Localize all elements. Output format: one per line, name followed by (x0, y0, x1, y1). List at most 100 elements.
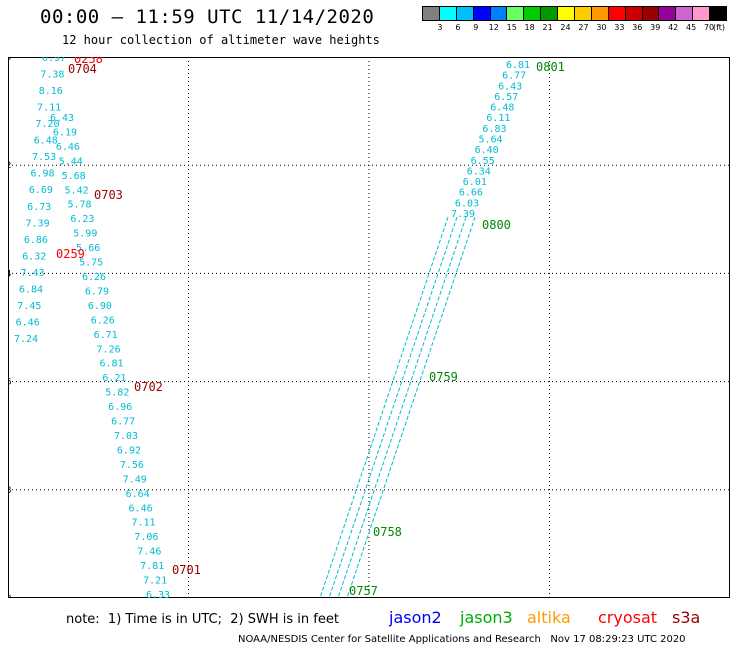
y-tick-label: 16 (8, 378, 12, 388)
legend-swatch (524, 7, 542, 20)
pass-time-label: 0704 (68, 62, 97, 76)
right-track-label: 6.03 (455, 198, 479, 209)
legend-swatch (575, 7, 592, 20)
right-track-label: 6.43 (498, 81, 522, 92)
left-track-label: 7.24 (14, 334, 38, 345)
legend-label: 12 (488, 23, 499, 32)
mid-track-label: 5.42 (65, 185, 89, 196)
mid-track-label: 5.82 (105, 388, 129, 399)
legend-label: 27 (578, 23, 589, 32)
legend-swatch (439, 7, 457, 20)
mid-track-label: 7.56 (120, 460, 144, 471)
color-legend: 3 6 9 12 15 18 21 24 27 30 33 36 39 42 45 70 (ft) (422, 6, 727, 35)
footer-timestamp: Nov 17 08:29:23 UTC 2020 (550, 634, 686, 645)
pass-time-label: 0703 (94, 188, 123, 202)
left-track-label: 7.20 (35, 119, 59, 130)
legend-swatch (591, 7, 609, 20)
note-text: note: 1) Time is in UTC; 2) SWH is in fe… (66, 612, 339, 627)
mid-track-label: 6.90 (88, 301, 112, 312)
pass-time-label: 0759 (429, 370, 458, 384)
page-title: 00:00 – 11:59 UTC 11/14/2020 (40, 6, 375, 28)
legend-swatch (507, 7, 525, 20)
legend-label: 39 (650, 23, 661, 32)
footer-source: NOAA/NESDIS Center for Satellite Applica… (238, 634, 541, 645)
dense-track-line (319, 216, 449, 598)
left-track-label: 6.69 (29, 185, 53, 196)
legend-swatch (490, 7, 508, 20)
map-frame (8, 57, 730, 598)
legend-label: 45 (686, 23, 697, 32)
legend-labels: 3 6 9 12 15 18 21 24 27 30 33 36 39 42 45 70 (ft) (422, 21, 727, 35)
right-track-label: 7.39 (451, 209, 475, 220)
mid-track-label: 6.64 (126, 489, 150, 500)
mid-track-label: 7.46 (137, 547, 161, 558)
right-track-label: 6.57 (494, 92, 518, 103)
satellite-tracks: 6.97 7.38 8.16 7.11 7.20 6.48 7.53 6.98 6.69 6.73… (14, 57, 565, 598)
legend-swatch (676, 7, 694, 20)
mid-track-label: 6.26 (91, 315, 115, 326)
mid-track-label: 7.26 (97, 344, 121, 355)
y-tick-label: 20 (8, 594, 12, 598)
left-track-label: 8.16 (39, 86, 63, 97)
legend-label: 33 (614, 23, 625, 32)
mid-track-label: 7.21 (143, 576, 167, 587)
pass-time-label: 0758 (373, 525, 402, 539)
mid-track-label: 6.79 (85, 286, 109, 297)
pass-time-label: 0259 (56, 247, 85, 261)
right-track-label: 6.48 (490, 103, 514, 114)
y-tick-label: 14 (8, 269, 12, 279)
satellite-altika: altika (527, 608, 571, 627)
wave-height-map: 6.97 7.38 8.16 7.11 7.20 6.48 7.53 6.98 6.69 6.73… (8, 57, 730, 598)
left-track-label: 6.73 (27, 202, 51, 213)
mid-track-label: 5.75 (79, 258, 103, 269)
dense-track-line (328, 216, 458, 598)
legend-swatch (608, 7, 626, 20)
y-tick-label: 12 (8, 161, 11, 171)
legend-swatch (558, 7, 576, 20)
left-track-label: 7.11 (37, 103, 61, 114)
legend-swatch (659, 7, 677, 20)
dense-track-line (346, 216, 476, 598)
mid-track-label: 6.23 (70, 214, 94, 225)
legend-label: 24 (560, 23, 571, 32)
legend-label: 3 (437, 23, 443, 32)
mid-track-label: 6.96 (108, 402, 132, 413)
left-track-label: 6.46 (16, 317, 40, 328)
right-track-label: 6.34 (467, 166, 491, 177)
left-track-label: 6.48 (34, 136, 58, 147)
legend-swatch (473, 7, 491, 20)
left-track-label: 6.84 (19, 284, 43, 295)
right-track-label: 5.64 (479, 135, 503, 146)
mid-track-label: 6.92 (117, 445, 141, 456)
satellite-s3a: s3a (672, 608, 701, 627)
legend-swatch (423, 7, 440, 20)
legend-swatch (710, 7, 727, 20)
pass-time-label: 0800 (482, 218, 511, 232)
map-axis-ticks: 101214161820-135-132-129-126-123-12 (8, 57, 12, 598)
mid-track-label: 6.33 (146, 590, 170, 598)
mid-track-label: 7.06 (134, 532, 158, 543)
mid-track-label: 6.43 (50, 113, 74, 124)
left-track-label: 7.39 (26, 218, 50, 229)
legend-label: 36 (632, 23, 643, 32)
left-track-label: 6.32 (22, 251, 46, 262)
left-track-label: 6.97 (42, 57, 66, 64)
satellite-jason2: jason2 (389, 608, 442, 627)
footer-text: NOAA/NESDIS Center for Satellite Applica… (238, 634, 686, 645)
mid-track-label: 5.99 (73, 229, 97, 240)
right-track-label: 6.83 (482, 124, 506, 135)
legend-label: 21 (542, 23, 553, 32)
mid-track-label: 6.19 (53, 127, 77, 138)
left-track-label: 7.45 (17, 301, 41, 312)
legend-swatch (625, 7, 643, 20)
left-track-label: 6.86 (24, 235, 48, 246)
satellite-cryosat: cryosat (598, 608, 658, 627)
right-track-label: 6.40 (475, 145, 499, 156)
y-tick-label: 10 (8, 57, 12, 63)
mid-track-label: 7.49 (123, 474, 147, 485)
left-track-label: 6.98 (30, 169, 54, 180)
legend-unit: (ft) (712, 23, 726, 32)
legend-label: 70 (703, 23, 715, 32)
pass-time-label: 0757 (349, 584, 378, 598)
legend-swatch (693, 7, 711, 20)
